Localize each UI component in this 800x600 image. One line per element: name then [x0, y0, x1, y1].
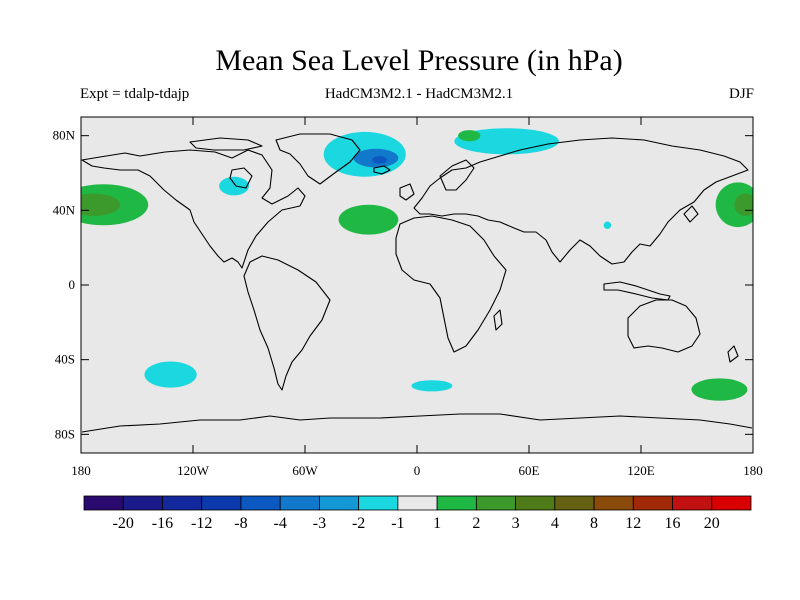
colorbar-label: 4 [551, 515, 559, 532]
colorbar-swatch [240, 495, 281, 511]
anomaly-region [372, 156, 388, 164]
coastline-north-america [81, 149, 306, 269]
colorbar-label: 20 [704, 515, 720, 532]
colorbar-label: -16 [152, 515, 173, 532]
map-background [81, 117, 753, 453]
experiment-label: Expt = tdalp-tdajp [80, 86, 190, 102]
coastline-british-isles [399, 183, 415, 201]
coastline-arctic-islands [189, 137, 263, 151]
colorbar-swatch [554, 495, 595, 511]
coastline-hudson-bay [229, 167, 253, 189]
colorbar-swatch [632, 495, 673, 511]
colorbar-swatch [319, 495, 360, 511]
model-label: HadCM3M2.1 - HadCM3M2.1 [324, 86, 514, 102]
colorbar-swatch [83, 495, 124, 511]
colorbar-swatch [593, 495, 634, 511]
anomaly-region [603, 221, 612, 229]
coastline-australia [627, 299, 701, 353]
colorbar-label: 1 [433, 515, 441, 532]
season-label: DJF [728, 86, 754, 102]
colorbar-swatch [475, 495, 516, 511]
colorbar-label: -12 [191, 515, 212, 532]
colorbar-swatch [711, 495, 752, 511]
anomaly-region [338, 204, 399, 235]
page-title: Mean Sea Level Pressure (in hPa) [215, 44, 623, 77]
lon-tick-label: 120E [627, 463, 655, 478]
colorbar-label: 3 [512, 515, 520, 532]
colorbar-swatch [162, 495, 203, 511]
lat-tick-label: 80N [53, 128, 76, 143]
axis-ticks: 80N 40N 0 40S 80S 180 120W 60W 0 60E 120E 180 [53, 117, 763, 478]
coastline-eurasia [413, 137, 749, 265]
lat-tick-label: 0 [69, 277, 76, 292]
coastline-south-america [243, 255, 331, 391]
anomaly-region [81, 193, 121, 216]
colorbar-swatch [672, 495, 713, 511]
colorbar-label: -20 [113, 515, 134, 532]
colorbar-label: -1 [391, 515, 404, 532]
colorbar-label: 8 [590, 515, 598, 532]
coastline-greenland [275, 133, 361, 185]
anomaly-region [219, 176, 249, 196]
colorbar-label: -8 [234, 515, 247, 532]
coastline-scandinavia [439, 159, 475, 191]
lat-tick-label: 40S [55, 352, 75, 367]
colorbar-swatch [279, 495, 320, 511]
colorbar-swatch [201, 495, 242, 511]
colorbar-label: 16 [665, 515, 681, 532]
lon-tick-label: 60E [519, 463, 540, 478]
lat-tick-label: 80S [55, 426, 75, 441]
coastline-africa [395, 215, 507, 353]
lon-tick-label: 180 [71, 463, 91, 478]
coastline-layer [81, 133, 753, 433]
colorbar-swatch [436, 495, 477, 511]
coastline-new-zealand [727, 345, 739, 363]
colorbar-label: 2 [472, 515, 480, 532]
colorbar-swatch [397, 495, 438, 511]
colorbar-swatch [358, 495, 399, 511]
coastline-antarctica [81, 413, 753, 433]
lon-tick-label: 60W [292, 463, 318, 478]
colorbar-label: -2 [352, 515, 365, 532]
colorbar-label: -3 [313, 515, 326, 532]
anomaly-region [458, 130, 481, 142]
anomaly-region [691, 378, 748, 401]
coastline-madagascar [493, 309, 503, 331]
colorbar-label: -4 [274, 515, 287, 532]
coastline-iceland [373, 165, 391, 175]
colorbar: -20 -16 -12 -8 -4 -3 -2 -1 1 2 3 4 8 12 16 20 [83, 495, 752, 532]
anomaly-region [411, 380, 453, 392]
colorbar-label: 12 [625, 515, 641, 532]
lat-tick-label: 40N [53, 202, 76, 217]
coastline-japan [683, 205, 699, 223]
anomaly-region [144, 361, 197, 388]
colorbar-swatch [122, 495, 163, 511]
coastline-indonesia [603, 281, 671, 301]
lon-tick-label: 120W [177, 463, 210, 478]
lon-tick-label: 0 [414, 463, 421, 478]
lon-tick-label: 180 [743, 463, 763, 478]
colorbar-swatch [515, 495, 556, 511]
